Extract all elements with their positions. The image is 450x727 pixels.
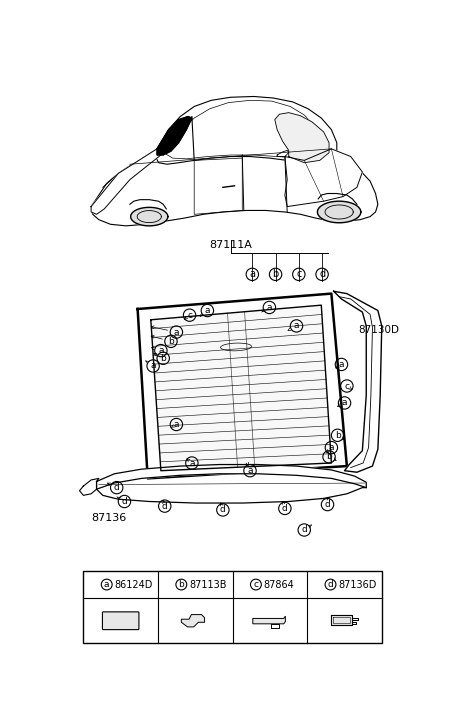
Text: a: a — [328, 443, 334, 452]
Text: b: b — [168, 337, 174, 346]
Text: a: a — [104, 580, 109, 589]
Text: 87136D: 87136D — [338, 579, 377, 590]
Text: a: a — [339, 360, 344, 369]
Text: d: d — [324, 500, 330, 509]
FancyBboxPatch shape — [103, 612, 139, 630]
Polygon shape — [181, 614, 205, 627]
Text: c: c — [187, 310, 192, 320]
Text: 87864: 87864 — [264, 579, 294, 590]
Polygon shape — [253, 616, 285, 624]
Text: a: a — [158, 346, 164, 355]
Polygon shape — [155, 97, 337, 164]
Text: b: b — [326, 452, 332, 462]
Text: c: c — [253, 580, 258, 589]
Text: b: b — [160, 354, 166, 363]
Text: a: a — [294, 321, 299, 331]
Polygon shape — [80, 478, 99, 495]
Text: a: a — [266, 303, 272, 312]
Text: c: c — [344, 382, 349, 390]
Text: a: a — [174, 420, 179, 429]
Text: 86124D: 86124D — [114, 579, 153, 590]
Text: d: d — [114, 483, 120, 492]
Polygon shape — [151, 305, 331, 470]
Polygon shape — [334, 292, 382, 473]
Polygon shape — [157, 116, 192, 155]
Text: d: d — [162, 502, 167, 510]
Polygon shape — [275, 113, 329, 163]
Text: a: a — [205, 306, 210, 315]
Polygon shape — [130, 207, 168, 226]
Text: d: d — [220, 505, 226, 515]
Text: c: c — [296, 269, 302, 279]
Text: a: a — [342, 398, 347, 407]
Text: a: a — [189, 459, 194, 467]
Text: d: d — [122, 497, 127, 506]
Text: d: d — [282, 504, 288, 513]
Text: a: a — [247, 466, 253, 475]
Polygon shape — [330, 614, 352, 625]
Text: d: d — [328, 580, 333, 589]
Text: d: d — [319, 269, 325, 279]
Text: 87130D: 87130D — [359, 325, 400, 335]
Text: a: a — [174, 328, 179, 337]
Polygon shape — [80, 239, 99, 256]
Text: b: b — [335, 431, 341, 440]
Text: 87113B: 87113B — [189, 579, 226, 590]
Text: b: b — [272, 269, 279, 279]
Text: d: d — [302, 526, 307, 534]
Text: b: b — [179, 580, 184, 589]
Bar — [83, 571, 382, 643]
Polygon shape — [91, 149, 161, 214]
Text: a: a — [150, 361, 156, 371]
Text: 87136: 87136 — [91, 513, 126, 523]
Text: a: a — [249, 269, 255, 279]
Polygon shape — [285, 149, 362, 206]
Polygon shape — [317, 201, 361, 222]
Text: 87111A: 87111A — [209, 240, 252, 250]
Polygon shape — [91, 140, 378, 226]
Polygon shape — [97, 465, 366, 489]
